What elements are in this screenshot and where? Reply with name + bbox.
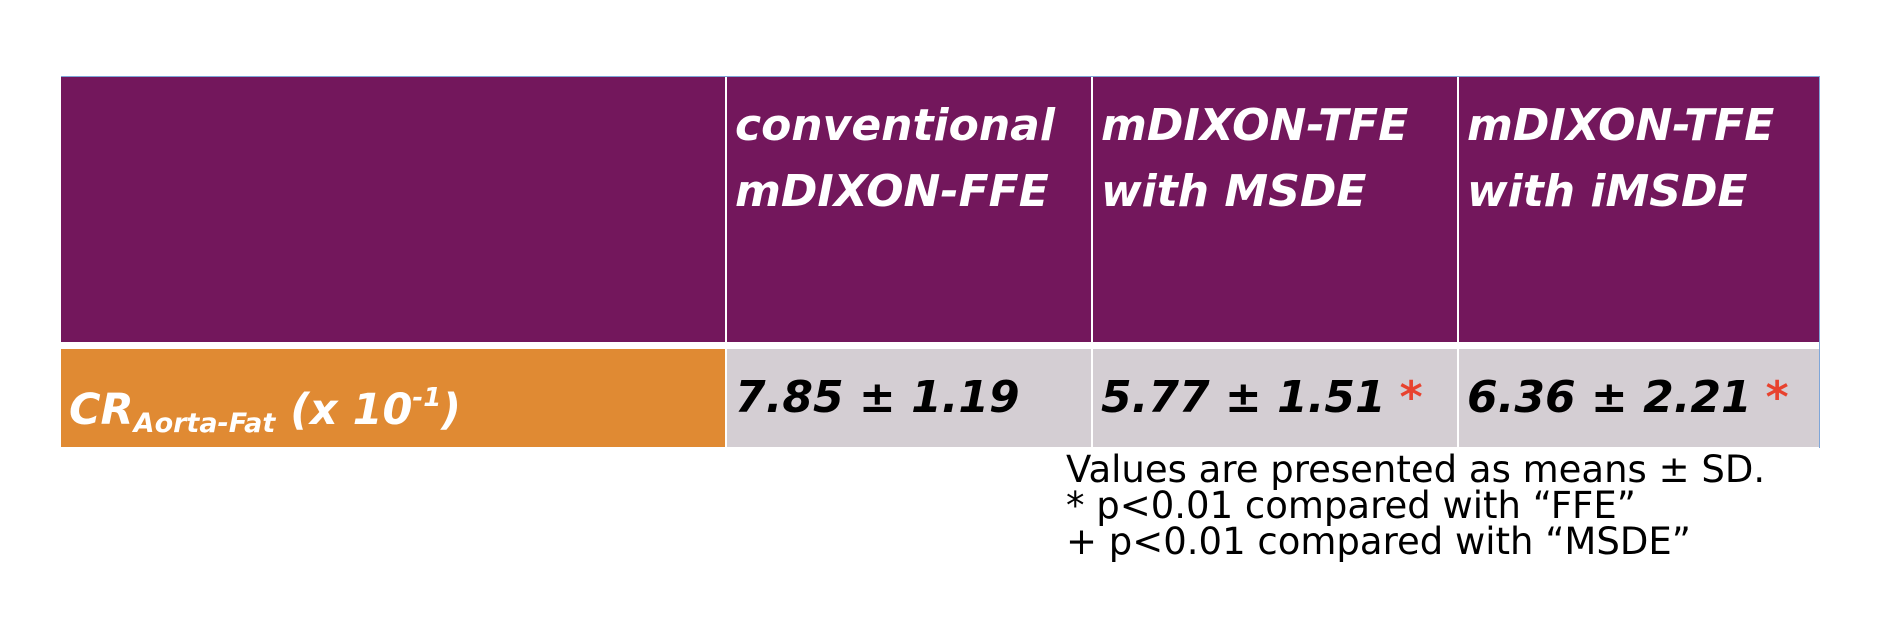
value-cell-ffe: 7.85 ± 1.19 [727,349,1091,447]
significance-marker-imsde: * [1765,372,1789,423]
header-msde-line2: with MSDE [1101,166,1367,217]
header-cell-msde: mDIXON-TFE with MSDE [1093,77,1457,342]
header-msde-line1: mDIXON-TFE [1101,100,1409,151]
results-table [61,76,1820,448]
value-msde: 5.77 ± 1.51 [1101,372,1386,423]
row-label-cell: CRAorta-Fat (x 10-1) [61,349,725,447]
header-cell-ffe: conventional mDIXON-FFE [727,77,1091,342]
value-cell-msde: 5.77 ± 1.51 * [1093,349,1457,447]
row-label-superscript: -1 [412,383,442,413]
header-imsde-line2: with iMSDE [1467,166,1748,217]
header-ffe-line1: conventional [735,100,1055,151]
table-footnotes: Values are presented as means ± SD. * p<… [1066,448,1766,563]
value-ffe: 7.85 ± 1.19 [735,372,1020,423]
header-cell-imsde: mDIXON-TFE with iMSDE [1459,77,1819,342]
row-label-subscript: Aorta-Fat [133,408,276,439]
row-label-main: CR [69,385,134,435]
header-imsde-line1: mDIXON-TFE [1467,100,1775,151]
row-label-close: ) [441,385,461,435]
value-imsde: 6.36 ± 2.21 [1467,372,1752,423]
header-ffe-line2: mDIXON-FFE [735,166,1049,217]
header-corner-cell [61,77,725,342]
footnote-ffe: * p<0.01 compared with “FFE” [1066,484,1636,527]
footnote-msde: + p<0.01 compared with “MSDE” [1066,520,1691,563]
value-cell-imsde: 6.36 ± 2.21 * [1459,349,1819,447]
footnote-values: Values are presented as means ± SD. [1066,448,1766,491]
significance-marker-msde: * [1399,372,1423,423]
row-label-open: (x 10 [275,385,413,435]
